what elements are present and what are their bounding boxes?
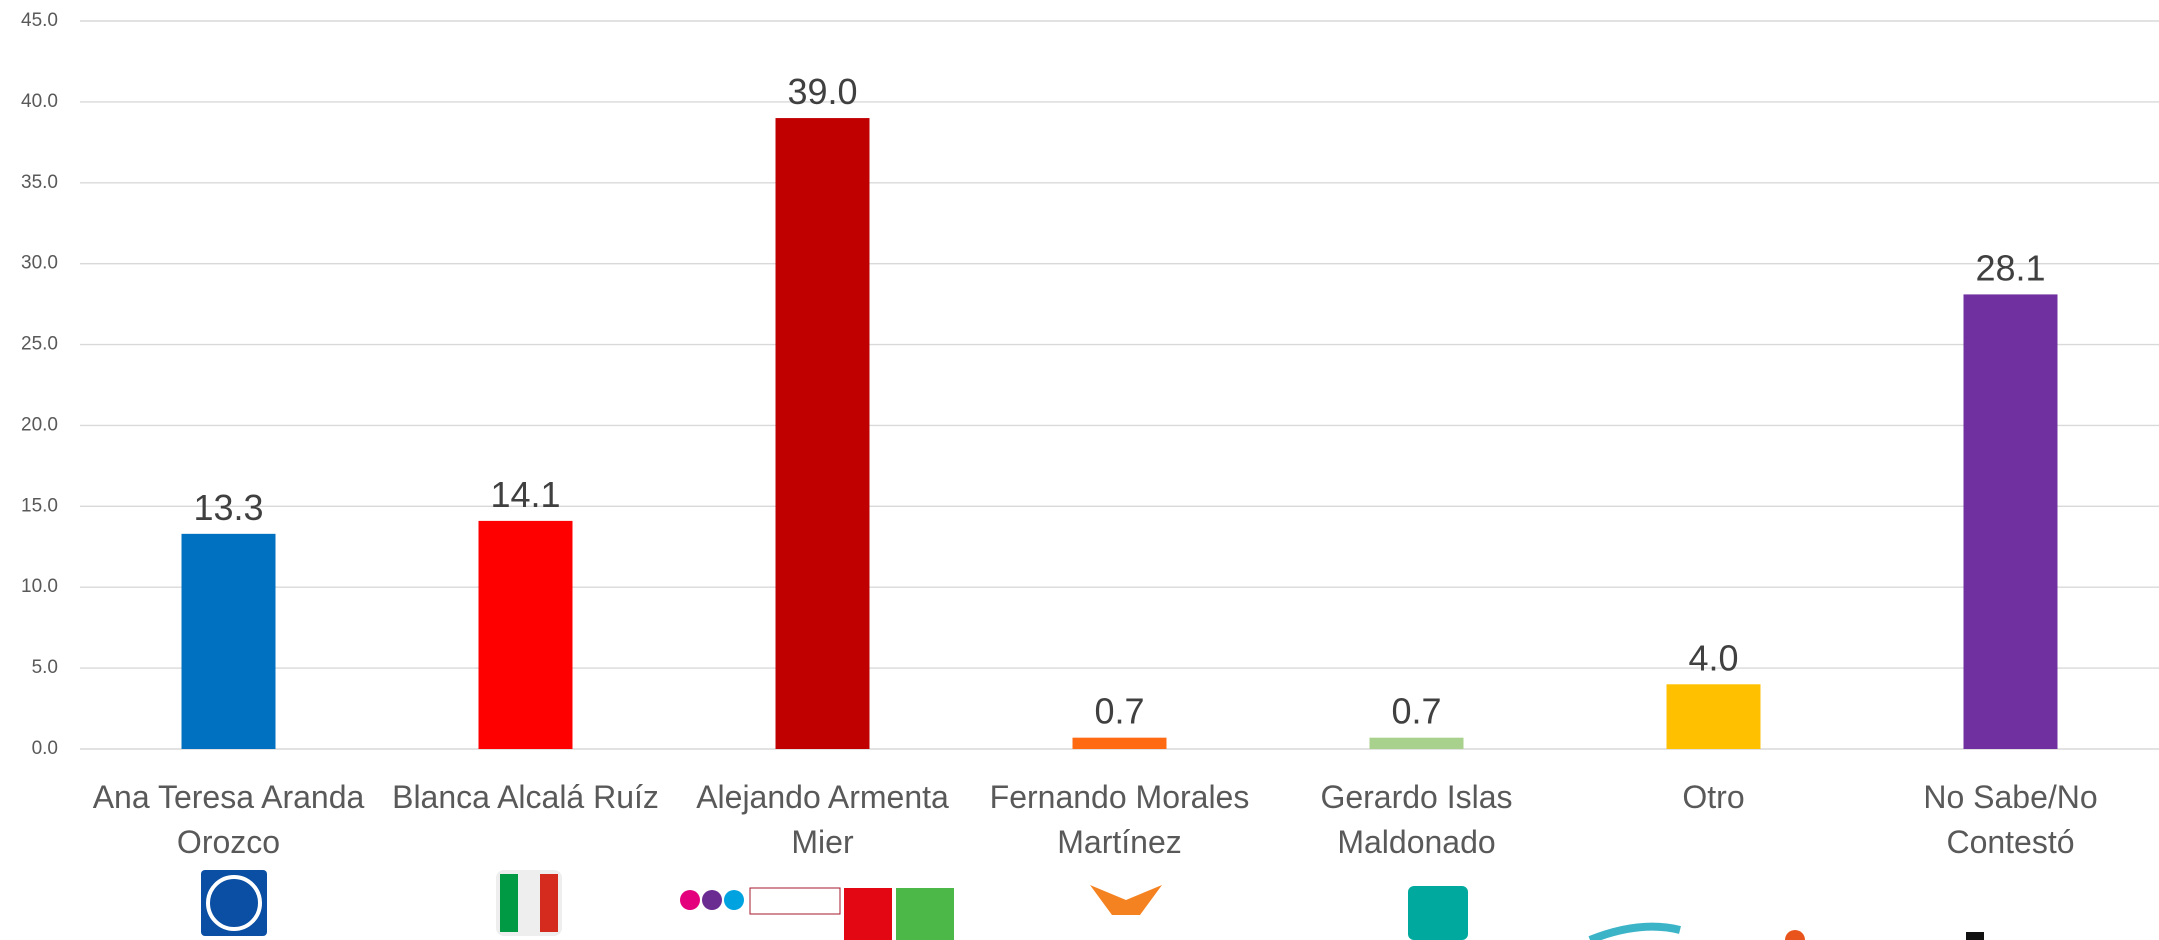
bar bbox=[1072, 737, 1167, 749]
y-tick-label: 10.0 bbox=[21, 576, 58, 597]
x-tick-label: Blanca Alcalá Ruíz bbox=[392, 779, 659, 815]
logo bbox=[749, 887, 841, 915]
logo bbox=[844, 888, 892, 940]
y-tick-label: 40.0 bbox=[21, 91, 58, 112]
x-tick-label: No Sabe/No Contestó bbox=[1923, 779, 2098, 860]
bar bbox=[1666, 684, 1761, 749]
logo bbox=[724, 890, 744, 910]
logo bbox=[1090, 885, 1162, 915]
bar bbox=[1369, 737, 1464, 749]
value-label: 0.7 bbox=[1391, 691, 1441, 732]
party-logos bbox=[201, 870, 1984, 940]
bar bbox=[775, 118, 870, 750]
y-tick-label: 35.0 bbox=[21, 172, 58, 193]
y-tick-label: 20.0 bbox=[21, 414, 58, 435]
logo bbox=[1408, 886, 1468, 940]
logo bbox=[680, 890, 700, 910]
logo bbox=[896, 888, 954, 940]
value-label: 4.0 bbox=[1688, 637, 1738, 678]
logo bbox=[1966, 932, 1984, 940]
y-tick-label: 5.0 bbox=[32, 657, 58, 678]
bar bbox=[478, 520, 573, 749]
value-label: 13.3 bbox=[193, 487, 263, 528]
logo bbox=[1588, 922, 1681, 940]
logo bbox=[206, 875, 262, 931]
x-tick-label: Ana Teresa Aranda Orozco bbox=[92, 779, 365, 860]
x-tick-label: Otro bbox=[1682, 779, 1745, 815]
bar bbox=[181, 533, 276, 749]
y-tick-label: 25.0 bbox=[21, 334, 58, 355]
value-label: 28.1 bbox=[1975, 247, 2045, 288]
value-label: 39.0 bbox=[787, 71, 857, 112]
value-label: 14.1 bbox=[490, 474, 560, 515]
logo bbox=[201, 870, 267, 936]
logo bbox=[702, 890, 722, 910]
value-label: 0.7 bbox=[1094, 691, 1144, 732]
y-tick-label: 45.0 bbox=[21, 10, 58, 31]
x-tick-label: Gerardo Islas Maldonado bbox=[1320, 779, 1513, 860]
x-tick-label: Alejando Armenta Mier bbox=[696, 779, 949, 860]
bar bbox=[1963, 294, 2058, 749]
logo bbox=[500, 874, 518, 932]
x-tick-label: Fernando Morales Martínez bbox=[989, 779, 1250, 860]
logo bbox=[1785, 930, 1805, 940]
y-tick-label: 30.0 bbox=[21, 253, 58, 274]
y-tick-label: 0.0 bbox=[32, 738, 58, 759]
y-tick-label: 15.0 bbox=[21, 495, 58, 516]
logo bbox=[540, 874, 558, 932]
